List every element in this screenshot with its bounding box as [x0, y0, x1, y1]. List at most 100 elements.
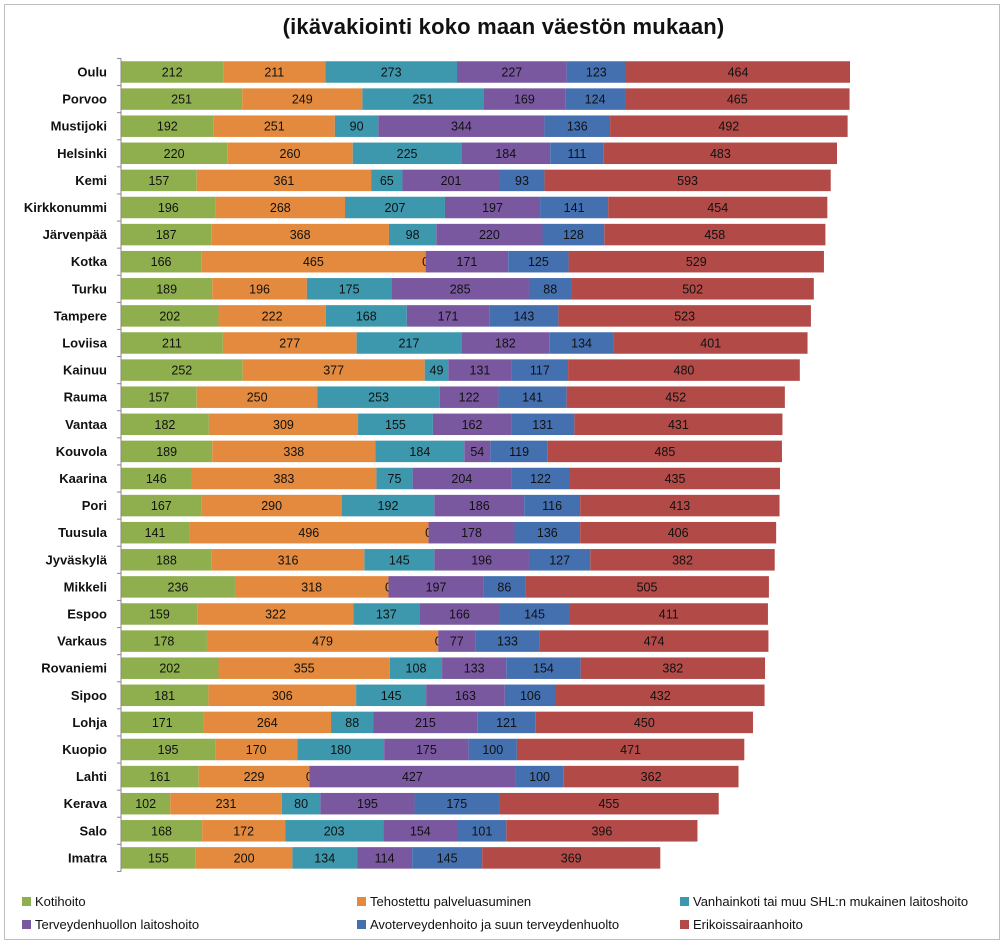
bar-segment: [448, 359, 512, 381]
data-label: 93: [515, 174, 529, 188]
data-label: 80: [294, 797, 308, 811]
bar-segment: [412, 847, 483, 869]
data-label: 202: [159, 662, 180, 676]
data-label: 474: [644, 635, 665, 649]
category-label-sipoo: Sipoo: [71, 688, 107, 703]
category-label-rauma: Rauma: [64, 390, 108, 405]
bar-segment: [515, 765, 564, 788]
bar-segment: [345, 196, 445, 219]
data-label: 471: [620, 743, 641, 757]
bar-segment: [604, 223, 826, 246]
data-label: 136: [567, 120, 588, 134]
data-label: 306: [272, 689, 293, 703]
data-label: 134: [314, 851, 335, 865]
data-label: 361: [274, 174, 295, 188]
bar-segment: [571, 278, 814, 300]
bar-segment: [436, 223, 543, 246]
data-label: 355: [294, 662, 315, 676]
data-label: 496: [298, 526, 319, 540]
data-label: 427: [402, 770, 423, 784]
bar-segment: [358, 413, 433, 436]
data-label: 273: [381, 66, 402, 80]
bar-segment: [542, 223, 605, 246]
data-label: 236: [168, 580, 189, 594]
bar-segment: [528, 278, 572, 300]
data-label: 309: [273, 418, 294, 432]
data-label: 178: [461, 526, 482, 540]
data-label: 116: [542, 499, 562, 513]
bar-segment: [626, 61, 851, 83]
bar-segment: [610, 115, 848, 137]
data-label: 54: [470, 445, 484, 459]
bar-segment: [285, 820, 384, 842]
bar-segment: [203, 711, 332, 734]
data-label: 211: [264, 66, 284, 80]
data-label: 195: [357, 797, 378, 811]
data-label: 134: [571, 337, 592, 351]
bar-segment: [375, 440, 465, 463]
bar-segment: [524, 494, 581, 517]
data-label: 170: [246, 743, 267, 757]
bar-segment: [461, 332, 550, 354]
bar-segment: [482, 847, 661, 869]
data-label: 136: [537, 526, 558, 540]
bar-segment: [516, 738, 745, 761]
category-label-pori: Pori: [82, 498, 107, 513]
bar-segment: [434, 549, 529, 571]
data-label: 485: [654, 445, 675, 459]
data-label: 189: [156, 282, 177, 296]
bar-segment: [499, 603, 570, 625]
category-label-lohja: Lohja: [72, 715, 107, 730]
bar-segment: [197, 603, 354, 625]
bar-segment: [565, 88, 626, 110]
bar-segment: [544, 169, 831, 192]
data-label: 492: [718, 120, 739, 134]
bar-segment: [438, 630, 476, 652]
bar-segment: [213, 115, 335, 137]
bar-segment: [222, 332, 357, 354]
data-label: 77: [450, 635, 464, 649]
data-label: 431: [668, 418, 689, 432]
data-label: 122: [459, 391, 480, 405]
bar-segment: [364, 549, 435, 571]
bar-segment: [121, 576, 235, 598]
data-label: 251: [171, 93, 192, 107]
data-label: 175: [339, 282, 360, 296]
bar-segment: [201, 250, 426, 273]
data-label: 252: [171, 364, 192, 378]
data-label: 100: [482, 743, 503, 757]
bar-segment: [121, 278, 213, 300]
bar-segment: [590, 549, 775, 571]
bar-segment: [457, 820, 507, 842]
data-label: 171: [152, 716, 173, 730]
data-label: 382: [672, 553, 693, 567]
category-label-porvoo: Porvoo: [62, 92, 107, 107]
bar-segment: [506, 820, 698, 842]
bar-segment: [362, 88, 484, 110]
data-label: 260: [280, 147, 301, 161]
data-label: 204: [451, 472, 472, 486]
data-label: 128: [563, 228, 584, 242]
data-label: 146: [146, 472, 167, 486]
bar-segment: [121, 765, 199, 788]
bar-segment: [309, 765, 516, 788]
bar-segment: [121, 332, 223, 354]
category-label-kainuu: Kainuu: [63, 363, 107, 378]
bar-segment: [201, 494, 342, 517]
category-label-kaarina: Kaarina: [59, 471, 107, 486]
data-label: 88: [345, 716, 359, 730]
bar-segment: [242, 359, 425, 381]
category-label-oulu: Oulu: [77, 65, 107, 80]
data-label: 362: [641, 770, 662, 784]
data-label: 277: [279, 337, 300, 351]
bar-segment: [540, 196, 609, 219]
data-label: 168: [151, 824, 172, 838]
data-label: 220: [164, 147, 185, 161]
data-label: 186: [469, 499, 490, 513]
bar-segment: [121, 115, 214, 137]
category-label-lahti: Lahti: [76, 769, 107, 784]
data-label: 145: [437, 851, 458, 865]
bar-segment: [539, 630, 769, 652]
data-label: 157: [148, 391, 169, 405]
bar-segment: [121, 61, 224, 83]
